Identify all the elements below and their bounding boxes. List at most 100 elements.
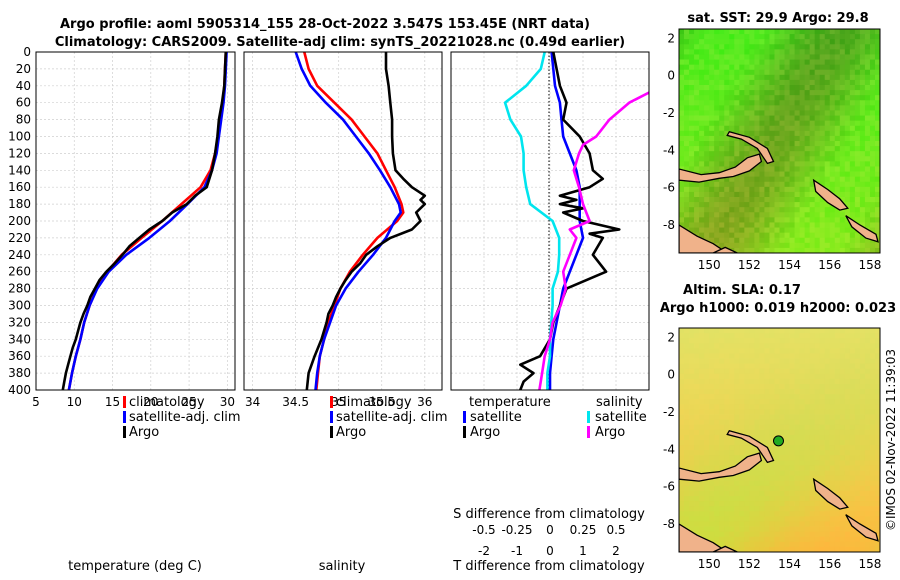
- map-cell: [799, 222, 806, 228]
- map-cell: [769, 378, 775, 385]
- map-cell: [814, 328, 821, 334]
- map-cell: [754, 353, 760, 359]
- map-cell: [749, 227, 755, 234]
- map-cell: [769, 546, 775, 552]
- map-cell: [719, 389, 725, 395]
- map-cell: [809, 475, 816, 482]
- map-cell: [729, 445, 735, 451]
- map-cell: [734, 434, 740, 441]
- map-cell: [704, 480, 710, 487]
- map-cell: [824, 59, 831, 66]
- map-cell: [684, 166, 690, 172]
- map-cell: [854, 394, 861, 400]
- map-cell: [689, 490, 695, 497]
- map-cell: [709, 85, 715, 91]
- map-cell: [719, 49, 725, 55]
- map-cell: [724, 526, 730, 533]
- map-cell: [829, 531, 836, 538]
- map-cell: [869, 79, 876, 86]
- map-cell: [864, 85, 871, 91]
- map-cell: [849, 105, 856, 111]
- map-cell: [769, 480, 775, 487]
- map-cell: [774, 191, 780, 198]
- map-cell: [759, 424, 765, 431]
- map-cell: [724, 531, 730, 538]
- map-cell: [804, 171, 811, 178]
- map-cell: [739, 59, 745, 66]
- map-cell: [799, 39, 806, 45]
- map-cell: [739, 353, 745, 359]
- map-cell: [719, 29, 725, 35]
- map-cell: [744, 440, 750, 446]
- map-cell: [784, 490, 790, 497]
- map-cell: [844, 74, 851, 81]
- map-cell: [809, 536, 816, 543]
- map-cell: [769, 247, 775, 253]
- map-cell: [689, 328, 695, 334]
- map-cell: [814, 338, 821, 344]
- map-cell: [754, 394, 760, 400]
- map-cell: [829, 378, 836, 385]
- map-cell: [854, 197, 861, 203]
- map-cell: [834, 120, 841, 127]
- map-cell: [799, 338, 806, 344]
- map-cell: [864, 156, 871, 162]
- map-cell: [824, 69, 831, 76]
- map-cell: [724, 74, 730, 81]
- map-cell: [729, 237, 735, 244]
- map-cell: [689, 39, 695, 45]
- map-cell: [809, 110, 816, 116]
- map-cell: [874, 171, 880, 178]
- map-cell: [789, 120, 795, 127]
- temperature-series: [61, 52, 228, 390]
- map-cell: [864, 222, 871, 228]
- map-cell: [704, 440, 710, 446]
- difference-panel: -2 -1 0 1 2 -0.5 -0.25 0 0.25 0.5 S difference f…: [450, 51, 650, 574]
- map-cell: [784, 59, 790, 66]
- map-cell: [739, 516, 745, 522]
- map-cell: [799, 460, 806, 466]
- map-cell: [809, 34, 816, 40]
- map-cell: [784, 39, 790, 45]
- map-cell: [699, 69, 705, 76]
- map-cell: [809, 485, 816, 492]
- map-cell: [739, 496, 745, 502]
- map-cell: [834, 227, 841, 234]
- map-cell: [834, 434, 841, 441]
- map-cell: [869, 409, 876, 415]
- map-cell: [849, 212, 856, 218]
- map-cell: [739, 69, 745, 76]
- map-cell: [824, 181, 831, 188]
- map-cell: [709, 409, 715, 415]
- map-cell: [779, 521, 785, 527]
- map-cell: [874, 115, 880, 122]
- map-cell: [724, 414, 730, 421]
- map-cell: [789, 501, 795, 507]
- lon-tick-label: 156: [818, 258, 841, 272]
- map-cell: [779, 384, 785, 390]
- map-cell: [789, 399, 795, 405]
- map-cell: [724, 95, 730, 101]
- map-cell: [859, 485, 866, 492]
- map-cell: [709, 353, 715, 359]
- map-cell: [749, 485, 755, 492]
- map-cell: [679, 409, 685, 415]
- map-cell: [714, 110, 720, 116]
- map-cell: [789, 521, 795, 527]
- sla-map-lat-ticks: 20-2-4-6-8: [663, 330, 675, 531]
- map-cell: [689, 227, 695, 234]
- map-cell: [844, 120, 851, 127]
- map-cell: [874, 161, 880, 167]
- map-cell: [759, 378, 765, 385]
- map-cell: [734, 247, 740, 253]
- x-tick-label: 30: [220, 395, 235, 409]
- map-cell: [799, 490, 806, 497]
- map-cell: [679, 120, 685, 127]
- map-cell: [794, 49, 801, 55]
- map-cell: [824, 506, 831, 512]
- map-cell: [804, 34, 811, 40]
- map-cell: [704, 191, 710, 198]
- map-cell: [834, 368, 841, 375]
- map-cell: [869, 429, 876, 436]
